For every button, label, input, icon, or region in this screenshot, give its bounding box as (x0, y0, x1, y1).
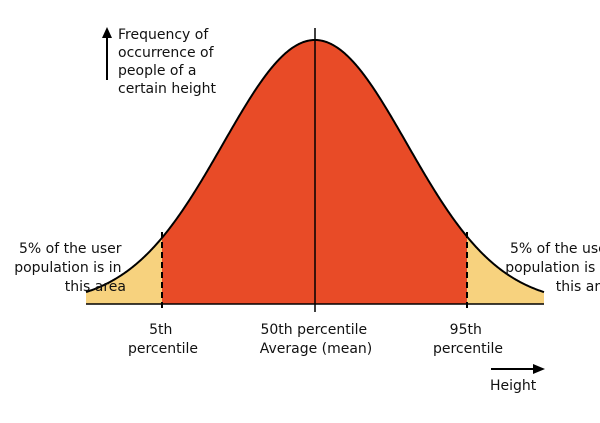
right-tail-area (467, 236, 544, 304)
right-tail-note-line: this area (556, 279, 600, 295)
x-axis-arrow-icon (533, 364, 545, 374)
y-axis-label: Frequency of occurrence of people of a c… (118, 27, 218, 97)
left-tail-note-line: 5% of the user (19, 241, 122, 257)
y-axis-label-line: people of a (118, 63, 196, 79)
right-tail-note-line: population is in (505, 260, 600, 276)
left-tail-area (86, 237, 162, 304)
y-axis-arrow-icon (102, 27, 112, 38)
mean-label-line: Average (mean) (260, 341, 373, 357)
x-axis-label: Height (490, 378, 537, 394)
left-tail-note-line: this area (65, 279, 126, 295)
right-tail-note-line: 5% of the user (510, 241, 600, 257)
y-axis-label-line: occurrence of (118, 45, 215, 61)
y-axis-label-line: Frequency of (118, 27, 209, 43)
mean-label: 50th percentile Average (mean) (260, 322, 373, 357)
right-tail-note: 5% of the user population is in this are… (505, 241, 600, 295)
p95-label-line: percentile (433, 341, 503, 357)
p5-label-line: percentile (128, 341, 198, 357)
p95-label: 95th percentile (433, 322, 503, 357)
p95-label-line: 95th (450, 322, 482, 338)
p5-label-line: 5th (149, 322, 172, 338)
p5-label: 5th percentile (128, 322, 198, 357)
left-tail-note: 5% of the user population is in this are… (14, 241, 126, 295)
mean-label-line: 50th percentile (260, 322, 367, 338)
y-axis-label-line: certain height (118, 81, 216, 97)
left-tail-note-line: population is in (14, 260, 121, 276)
